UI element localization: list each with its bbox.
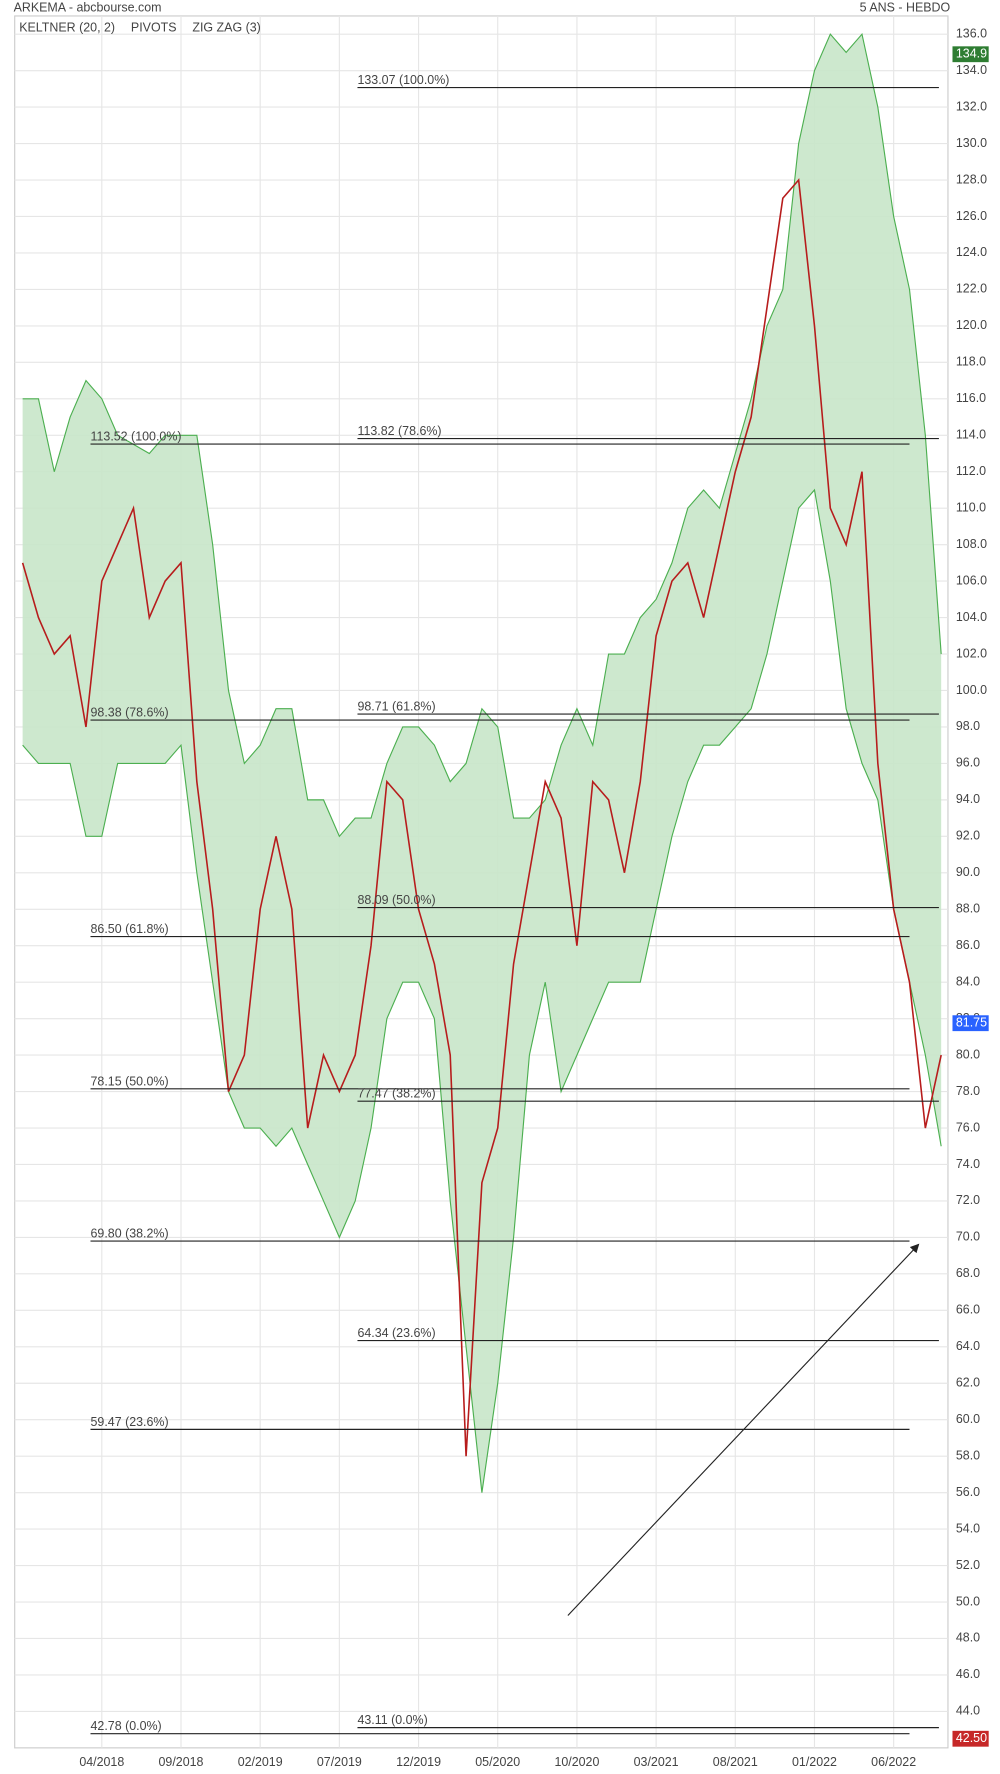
y-tick-label: 134.0: [956, 63, 987, 77]
y-tick-label: 136.0: [956, 26, 987, 40]
price-badge: [952, 46, 989, 63]
y-tick-label: 58.0: [956, 1448, 980, 1462]
y-tick-label: 90.0: [956, 865, 980, 879]
level-label: 59.47 (23.6%): [90, 1415, 168, 1429]
level-label: 113.52 (100.0%): [90, 430, 181, 444]
level-label: 88.09 (50.0%): [357, 893, 435, 907]
price-badge: [952, 1015, 989, 1032]
y-tick-label: 122.0: [956, 282, 987, 296]
chart-subtitle: 5 ANS - HEBDO: [860, 0, 951, 14]
level-label: 69.80 (38.2%): [90, 1227, 168, 1241]
level-label: 113.82 (78.6%): [357, 424, 441, 438]
y-tick-label: 116.0: [956, 391, 986, 405]
y-tick-label: 112.0: [956, 464, 986, 478]
y-tick-label: 72.0: [956, 1193, 980, 1207]
level-label: 86.50 (61.8%): [90, 922, 168, 936]
price-badge-label: 42.50: [956, 1731, 987, 1745]
x-tick-label: 10/2020: [554, 1755, 599, 1769]
y-tick-label: 44.0: [956, 1704, 980, 1718]
y-tick-label: 94.0: [956, 792, 980, 806]
y-tick-label: 104.0: [956, 610, 987, 624]
y-tick-label: 84.0: [956, 974, 980, 988]
y-tick-label: 100.0: [956, 683, 987, 697]
price-badge-label: 134.9: [956, 47, 987, 61]
y-tick-label: 56.0: [956, 1485, 980, 1499]
y-tick-label: 60.0: [956, 1412, 980, 1426]
y-tick-label: 54.0: [956, 1521, 980, 1535]
y-tick-label: 62.0: [956, 1376, 980, 1390]
level-label: 77.47 (38.2%): [357, 1087, 435, 1101]
level-label: 43.11 (0.0%): [357, 1713, 427, 1727]
x-tick-label: 05/2020: [475, 1755, 520, 1769]
y-tick-label: 96.0: [956, 756, 980, 770]
y-tick-label: 98.0: [956, 719, 980, 733]
x-tick-label: 06/2022: [871, 1755, 916, 1769]
y-tick-label: 108.0: [956, 537, 987, 551]
y-tick-label: 128.0: [956, 172, 987, 186]
x-tick-label: 04/2018: [79, 1755, 124, 1769]
price-badge: [952, 1730, 989, 1747]
x-tick-label: 07/2019: [317, 1755, 362, 1769]
x-tick-label: 03/2021: [634, 1755, 679, 1769]
y-tick-label: 120.0: [956, 318, 987, 332]
level-label: 98.38 (78.6%): [90, 706, 168, 720]
plot-frame: [14, 15, 949, 1749]
y-tick-label: 64.0: [956, 1339, 980, 1353]
x-tick-label: 09/2018: [159, 1755, 204, 1769]
retracement-levels: 113.52 (100.0%) 98.38 (78.6%) 86.50 (61.8%…: [90, 73, 939, 1735]
y-tick-label: 92.0: [956, 829, 980, 843]
y-tick-label: 102.0: [956, 646, 987, 660]
y-tick-label: 74.0: [956, 1157, 980, 1171]
x-tick-label: 08/2021: [713, 1755, 758, 1769]
price-badge-label: 81.75: [956, 1015, 987, 1029]
y-tick-label: 118.0: [956, 355, 986, 369]
legend-item: ZIG ZAG (3): [192, 21, 260, 35]
level-label: 64.34 (23.6%): [357, 1326, 435, 1340]
y-tick-label: 132.0: [956, 99, 987, 113]
legend-item: PIVOTS: [131, 21, 177, 35]
y-tick-label: 114.0: [956, 428, 986, 442]
y-tick-label: 88.0: [956, 902, 980, 916]
keltner-band: [22, 32, 942, 1493]
y-tick-label: 52.0: [956, 1558, 980, 1572]
x-tick-label: 02/2019: [238, 1755, 283, 1769]
y-tick-label: 50.0: [956, 1594, 980, 1608]
trend-arrow: [567, 1243, 920, 1616]
x-tick-label: 12/2019: [396, 1755, 441, 1769]
y-tick-label: 86.0: [956, 938, 980, 952]
level-label: 78.15 (50.0%): [90, 1074, 168, 1088]
price-layer: [21, 178, 942, 1457]
y-tick-label: 124.0: [956, 245, 987, 259]
y-tick-label: 48.0: [956, 1631, 980, 1645]
y-tick-label: 130.0: [956, 136, 987, 150]
y-tick-label: 66.0: [956, 1303, 980, 1317]
level-label: 98.71 (61.8%): [357, 700, 435, 714]
level-label: 133.07 (100.0%): [357, 73, 449, 87]
axes: 44.0 46.0 48.0 50.0 52.0 54.0 56.0 58.0 60.0 62.0…: [79, 26, 989, 1769]
y-tick-label: 110.0: [956, 500, 986, 514]
legend-item: KELTNER (20, 2): [19, 21, 115, 35]
y-tick-label: 106.0: [956, 573, 987, 587]
keltner-upper: [22, 32, 942, 838]
y-tick-label: 76.0: [956, 1120, 980, 1134]
price-line: [21, 178, 942, 1457]
chart-title: ARKEMA - abcbourse.com: [14, 0, 162, 14]
y-tick-label: 80.0: [956, 1047, 980, 1061]
level-label: 42.78 (0.0%): [90, 1719, 161, 1733]
y-tick-label: 126.0: [956, 209, 987, 223]
y-tick-label: 46.0: [956, 1667, 980, 1681]
y-tick-label: 70.0: [956, 1230, 980, 1244]
y-tick-label: 68.0: [956, 1266, 980, 1280]
x-tick-label: 01/2022: [792, 1755, 837, 1769]
keltner-lower: [22, 488, 942, 1493]
y-tick-label: 78.0: [956, 1084, 980, 1098]
